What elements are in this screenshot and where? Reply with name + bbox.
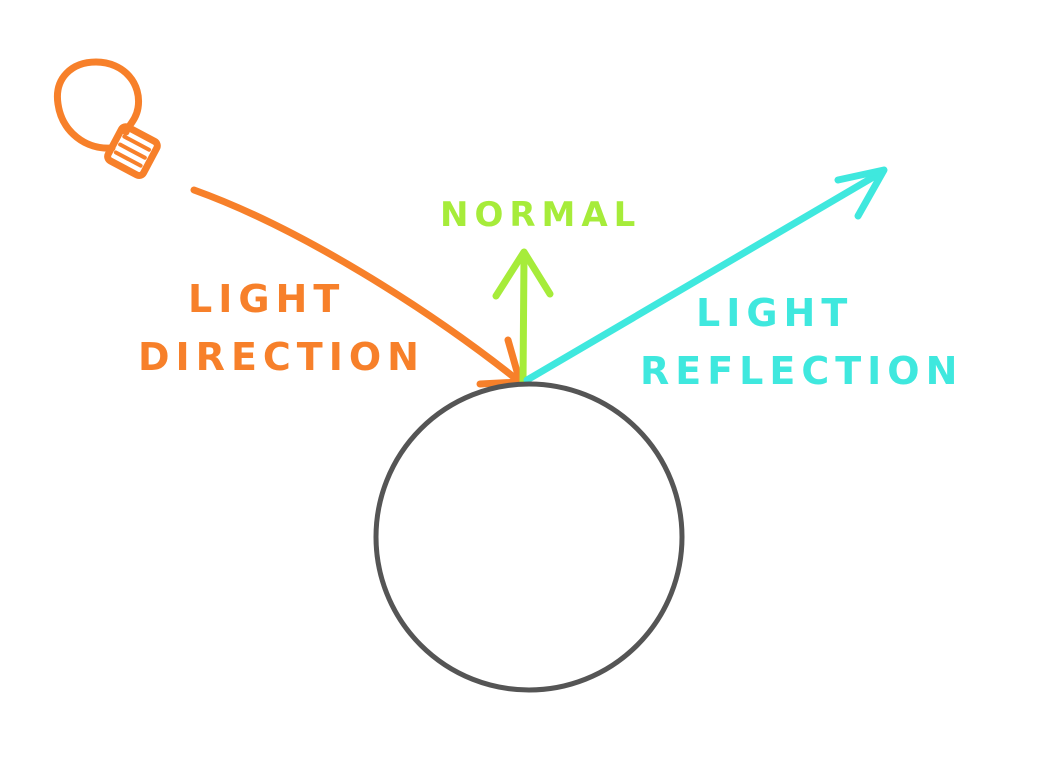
light-reflection-label-line2: REFLECTION [640,349,963,393]
light-bulb-icon [53,58,161,180]
surface-circle [373,381,685,693]
normal-label: NORMAL [440,195,641,235]
normal-arrow [492,248,554,386]
light-direction-label-line2: DIRECTION [138,335,425,379]
light-reflection-label-line1: LIGHT [696,291,853,335]
light-reflection-arrow [523,166,888,384]
light-direction-label-line1: LIGHT [188,277,345,321]
